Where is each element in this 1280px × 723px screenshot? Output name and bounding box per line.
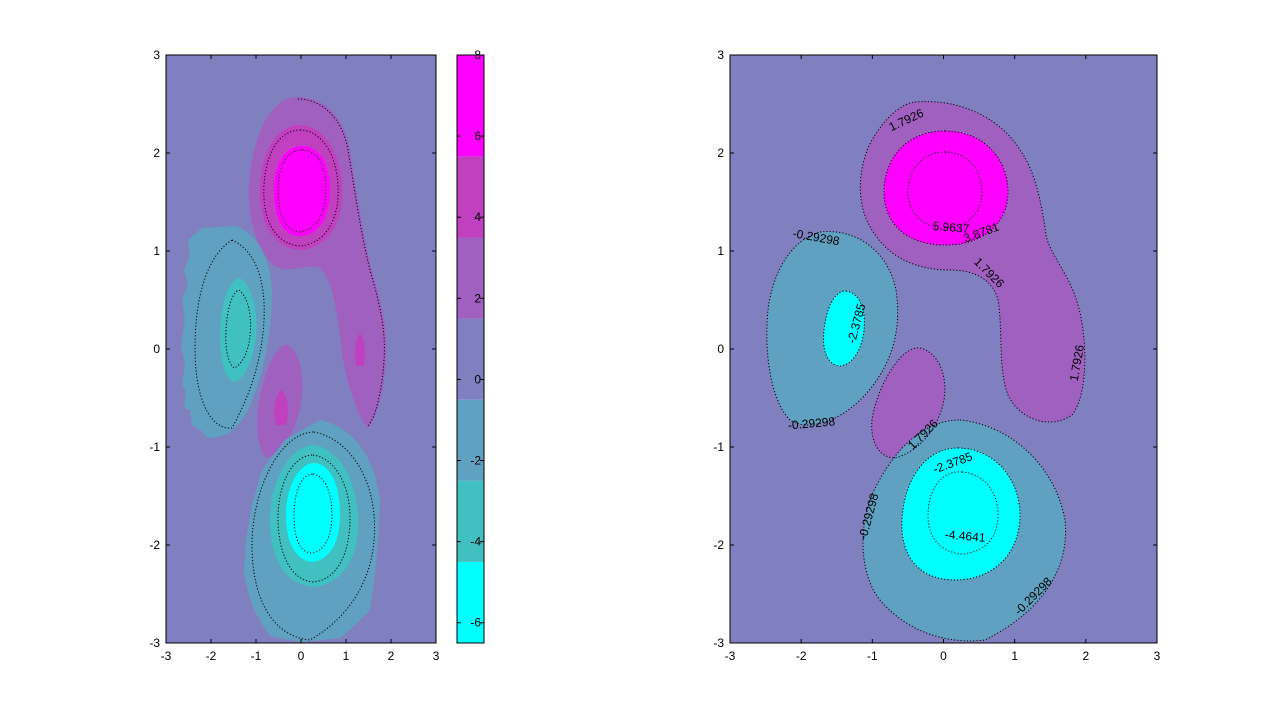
left-xtick-label: -3: [161, 649, 172, 663]
right-region-trough-core: [901, 448, 1020, 580]
colorbar-tick-label: 6: [474, 129, 481, 143]
left-ytick-label: -1: [149, 440, 160, 454]
contour-label: 5.9637: [932, 219, 970, 236]
right-isoline-peak-inner: [907, 151, 983, 229]
left-ytick-label: 2: [153, 146, 160, 160]
left-isoline-trough-outer: [251, 431, 376, 641]
right-ytick-label: -3: [713, 636, 724, 650]
left-xtick-label: 1: [343, 649, 350, 663]
left-ytick-label: 3: [153, 48, 160, 62]
right-ytick-label: 3: [717, 48, 724, 62]
colorbar-band: [457, 318, 484, 400]
right-region-peak: [884, 131, 1008, 245]
right-xtick-label: 2: [1082, 649, 1089, 663]
right-xtick-label: -1: [867, 649, 878, 663]
left-xtick-label: 2: [388, 649, 395, 663]
left-ytick-label: 0: [153, 342, 160, 356]
right-xtick-label: -2: [796, 649, 807, 663]
left-isoline-neg-outer: [194, 239, 265, 429]
colorbar-band: [457, 399, 484, 481]
right-isolines: [766, 101, 1086, 642]
contour-label: -0.29298: [787, 414, 836, 432]
colorbar-frame: [456, 54, 485, 644]
left-isoline-trough-mid: [277, 454, 351, 583]
colorbar-tick-label: -6: [470, 616, 481, 630]
left-xtick-label: 3: [433, 649, 440, 663]
right-filled-contours: [766, 101, 1085, 641]
left-tail-peak: [355, 333, 365, 366]
colorbar-band: [457, 156, 484, 238]
colorbar-ticks: -6 -4 -2 0 2 4 6 8: [457, 48, 484, 630]
right-isoline-trough-inner: [927, 471, 999, 555]
colorbar-tick-label: 8: [474, 48, 481, 62]
colorbar-tick-label: -2: [470, 454, 481, 468]
right-xtick-label: 0: [940, 649, 947, 663]
right-ytick-label: -1: [713, 440, 724, 454]
right-isoline-upper: [859, 101, 1086, 423]
colorbar-tick-label: 4: [474, 210, 481, 224]
colorbar-band: [457, 237, 484, 319]
right-ytick-label: 2: [717, 146, 724, 160]
left-ytick-label: -2: [149, 538, 160, 552]
left-isolines: [194, 98, 385, 641]
left-ytick-label: -3: [149, 636, 160, 650]
left-lobe-band-3-5: [274, 390, 289, 425]
right-ytick-label: -2: [713, 538, 724, 552]
colorbar-tick-label: -4: [470, 535, 481, 549]
left-xtick-label: -1: [251, 649, 262, 663]
colorbar: -6 -4 -2 0 2 4 6 8: [456, 48, 485, 644]
left-band-5-5: [274, 146, 330, 236]
left-isoline-neg-inner: [225, 289, 252, 369]
right-ytick-label: 0: [717, 342, 724, 356]
left-trough-band-minus-4-5: [286, 463, 340, 562]
contour-label: -4.4641: [944, 527, 986, 545]
left-xtick-label: 0: [298, 649, 305, 663]
right-xtick-label: 3: [1154, 649, 1161, 663]
left-xtick-label: -2: [206, 649, 217, 663]
right-contour-plot: 1.79265.96373.8781-0.292981.7926-2.37851…: [713, 48, 1160, 663]
left-isoline-upper-inner: [277, 149, 327, 233]
contour-label: 1.7926: [1067, 343, 1087, 382]
right-isoline-trough-core: [901, 447, 1021, 581]
left-isoline-trough-inner: [293, 473, 333, 554]
left-filled-contours: [181, 97, 387, 642]
colorbar-band: [457, 55, 484, 157]
colorbar-tick-label: 2: [474, 291, 481, 305]
left-axis-ticks: -3 -2 -1 0 1 2 3 -3 -2 -1 0 1 2 3: [149, 48, 439, 663]
colorbar-band: [457, 561, 484, 643]
right-xtick-label: 1: [1011, 649, 1018, 663]
left-contour-plot: -3 -2 -1 0 1 2 3 -3 -2 -1 0 1 2 3: [149, 48, 439, 663]
colorbar-tick-label: 0: [474, 372, 481, 386]
colorbar-bands: [457, 55, 484, 643]
right-xtick-label: -3: [725, 649, 736, 663]
right-ytick-label: 1: [717, 244, 724, 258]
left-ytick-label: 1: [153, 244, 160, 258]
right-region-negative-left-core: [823, 290, 865, 366]
colorbar-band: [457, 480, 484, 562]
right-axis-ticks: -3 -2 -1 0 1 2 3 -3 -2 -1 0 1 2 3: [713, 48, 1160, 663]
